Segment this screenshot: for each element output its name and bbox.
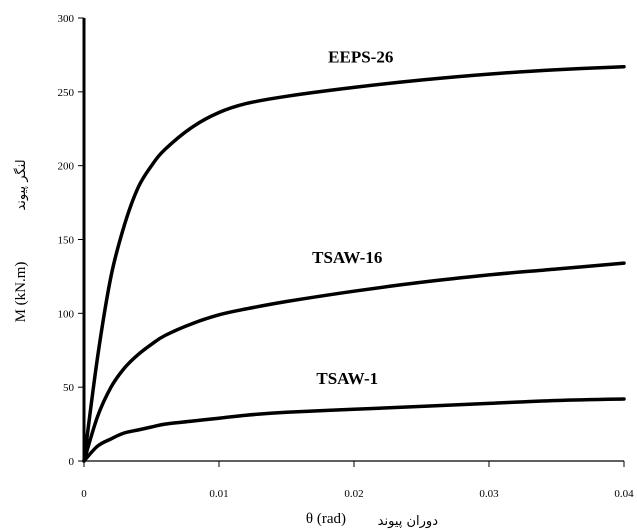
y-tick-label: 50 bbox=[63, 382, 75, 394]
x-axis-label-alt: دوران پیوند bbox=[378, 514, 439, 529]
y-axis-label: M (kN.m) bbox=[13, 262, 29, 323]
x-tick-label: 0.04 bbox=[614, 488, 634, 500]
x-tick-label: 0 bbox=[81, 488, 87, 500]
y-tick-label: 300 bbox=[58, 13, 75, 25]
series-line-tsaw-16 bbox=[82, 261, 626, 463]
y-tick-label: 0 bbox=[69, 456, 75, 468]
series-label-eeps-26: EEPS-26 bbox=[328, 47, 393, 66]
series-line-tsaw-1 bbox=[82, 397, 626, 463]
y-tick-label: 200 bbox=[58, 161, 75, 173]
series-line-eeps-26 bbox=[82, 64, 626, 463]
series-lines bbox=[82, 64, 626, 463]
y-axis-ticks: 0 50 100 150 200 250 300 bbox=[58, 13, 84, 468]
y-tick-label: 150 bbox=[58, 235, 75, 247]
x-axis-label: θ (rad) bbox=[306, 511, 346, 527]
y-tick-label: 100 bbox=[58, 308, 75, 320]
series-label-tsaw-1: TSAW-1 bbox=[316, 369, 378, 388]
axes bbox=[82, 18, 624, 462]
y-tick-label: 250 bbox=[58, 87, 75, 99]
series-label-tsaw-16: TSAW-16 bbox=[312, 248, 382, 267]
x-axis-ticks: 0 0.01 0.02 0.03 0.04 bbox=[81, 461, 634, 500]
x-tick-label: 0.02 bbox=[344, 488, 363, 500]
y-axis-label-alt: لنگر پیوند bbox=[13, 159, 29, 210]
series-labels: EEPS-26 TSAW-16 TSAW-1 bbox=[312, 47, 393, 388]
x-tick-label: 0.01 bbox=[209, 488, 228, 500]
x-tick-label: 0.03 bbox=[479, 488, 499, 500]
